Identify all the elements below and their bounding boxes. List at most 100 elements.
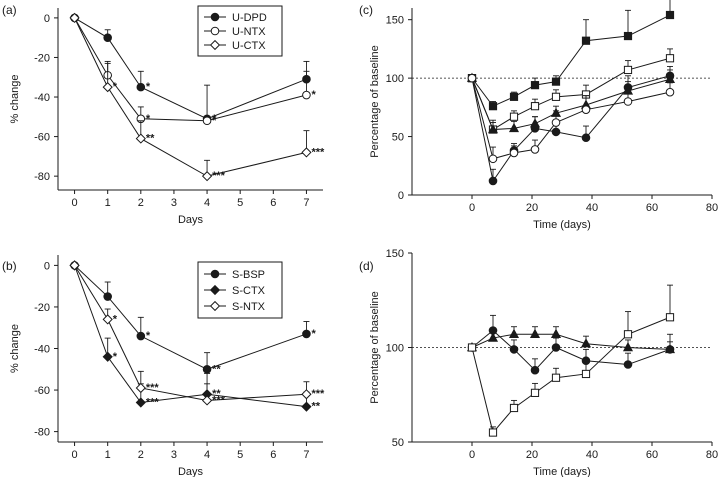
- legend-marker: [210, 12, 220, 22]
- data-point: [530, 365, 540, 375]
- data-point: [488, 154, 498, 164]
- series-1: [467, 0, 675, 111]
- data-point: [488, 102, 498, 111]
- data-point: [665, 10, 675, 20]
- data-point: [135, 397, 146, 408]
- y-axis-label: % change: [9, 324, 21, 373]
- legend: S-BSP S-CTX S-NTX: [197, 261, 283, 319]
- data-point: [102, 314, 113, 325]
- y-tick-label: 150: [386, 15, 404, 27]
- series-line: [471, 316, 671, 434]
- y-tick-label: -80: [34, 171, 50, 183]
- significance-label: *: [311, 89, 316, 101]
- series-line: [471, 57, 671, 131]
- data-point: [103, 292, 112, 301]
- x-tick-label: 4: [204, 197, 210, 209]
- y-tick-label: -60: [34, 385, 50, 397]
- data-point: [551, 77, 561, 86]
- data-point: [551, 343, 561, 352]
- significance-label: ***: [146, 397, 160, 409]
- legend-item: U-DPD: [204, 12, 267, 24]
- y-tick-label: -60: [34, 132, 50, 144]
- y-tick-label: 50: [392, 132, 404, 144]
- data-point: [580, 338, 592, 348]
- data-point: [488, 176, 498, 186]
- data-point: [623, 97, 633, 106]
- y-tick-label: -80: [34, 427, 50, 439]
- data-point: [530, 388, 540, 397]
- legend-label: S-NTX: [232, 301, 266, 313]
- data-point: [623, 65, 633, 75]
- legend-label: S-CTX: [232, 285, 266, 297]
- data-point: [623, 330, 633, 339]
- data-point: [551, 127, 561, 137]
- series-5: [467, 73, 675, 164]
- series-line: [471, 14, 671, 107]
- legend-marker: [210, 269, 220, 279]
- legend-label: U-DPD: [232, 12, 267, 24]
- significance-label: ***: [212, 394, 226, 406]
- x-tick-label: 20: [526, 449, 538, 461]
- significance-label: *: [146, 113, 151, 125]
- legend-item: S-BSP: [204, 269, 265, 281]
- x-tick-label: 7: [303, 449, 309, 461]
- legend-marker: [209, 39, 221, 51]
- significance-label: *: [311, 328, 316, 340]
- data-point: [508, 328, 520, 338]
- x-tick-label: 4: [204, 449, 210, 461]
- data-point: [551, 373, 561, 382]
- legend-item: S-CTX: [204, 284, 266, 297]
- y-tick-label: 0: [398, 190, 404, 202]
- y-tick-label: 100: [386, 73, 404, 85]
- data-point: [623, 360, 633, 369]
- data-point: [102, 351, 113, 362]
- data-point: [529, 118, 541, 128]
- x-tick-label: 20: [526, 202, 538, 214]
- significance-label: *: [146, 81, 151, 93]
- x-tick-label: 2: [138, 197, 144, 209]
- significance-label: ***: [146, 382, 160, 394]
- data-point: [581, 133, 591, 143]
- data-point: [301, 389, 312, 400]
- data-point: [301, 147, 312, 158]
- x-tick-label: 80: [706, 202, 718, 214]
- y-axis-label: % change: [9, 75, 21, 124]
- x-tick-label: 0: [469, 449, 475, 461]
- chart-panel-4: (d) 0 20 40 60 80 50 100 150 Time (days) Percentag…: [359, 248, 718, 477]
- data-point: [664, 343, 676, 354]
- significance-label: ***: [212, 170, 226, 182]
- y-tick-label: 0: [44, 260, 50, 272]
- series-2: [467, 48, 675, 134]
- y-tick-label: -40: [34, 344, 50, 356]
- data-point: [581, 369, 591, 379]
- series-1: [467, 314, 675, 375]
- significance-label: *: [113, 81, 118, 93]
- data-point: [581, 36, 591, 45]
- significance-label: *: [212, 115, 217, 127]
- data-point: [530, 145, 540, 154]
- significance-label: **: [146, 133, 155, 145]
- y-tick-label: -20: [34, 52, 50, 64]
- series-3: **********: [69, 260, 325, 406]
- significance-label: *: [113, 313, 118, 325]
- x-tick-label: 80: [706, 449, 718, 461]
- y-axis-label: Percentage of baseline: [369, 45, 381, 158]
- data-point: [530, 102, 540, 111]
- data-point: [509, 112, 519, 121]
- panel-label: (a): [2, 3, 17, 17]
- x-tick-label: 3: [171, 197, 177, 209]
- y-axis-label: Percentage of baseline: [369, 291, 381, 404]
- series-2: [466, 326, 676, 354]
- data-point: [665, 87, 675, 97]
- x-tick-label: 60: [646, 449, 658, 461]
- panel-label: (b): [2, 259, 17, 273]
- x-tick-label: 40: [586, 449, 598, 461]
- data-point: [302, 329, 311, 339]
- chart-panel-3: (c) 0 20 40 60 80 0 50 100 150 Time (days) Percenta…: [359, 0, 718, 231]
- data-point: [487, 124, 499, 134]
- significance-label: ***: [311, 146, 325, 158]
- y-tick-label: 50: [392, 437, 404, 449]
- data-point: [467, 73, 477, 83]
